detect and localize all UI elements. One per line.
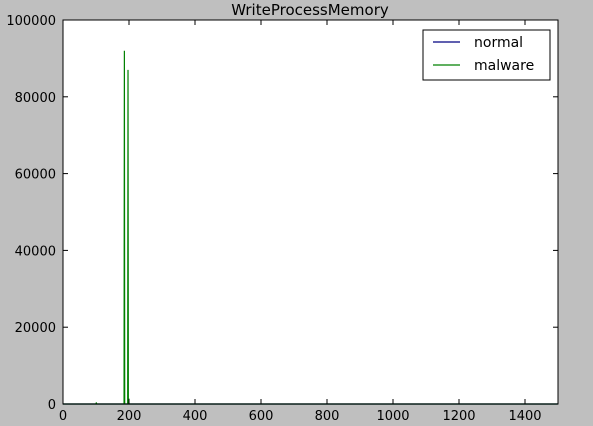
x-tick-label: 400 [183,409,208,424]
legend-label-malware: malware [474,58,534,74]
x-tick-label: 0 [59,409,67,424]
x-tick-label: 1400 [508,409,541,424]
plot-area [63,20,558,404]
y-tick-label: 40000 [15,244,56,259]
legend-box [422,29,551,81]
legend-label-normal: normal [474,35,523,51]
x-tick-label: 1000 [376,409,409,424]
x-tick-label: 1200 [442,409,475,424]
plot-frame [62,19,559,405]
chart-title: WriteProcessMemory [231,1,389,19]
y-tick-label: 20000 [15,321,56,336]
y-tick-label: 0 [48,398,56,413]
x-tick-label: 200 [117,409,142,424]
y-tick-label: 60000 [15,168,56,183]
x-tick-label: 600 [249,409,274,424]
ticks-layer: 0 200 400 600 800 1000 1200 1400 0 20000 40000 6000… [6,14,558,424]
y-tick-label: 80000 [15,91,56,106]
y-tick-label: 100000 [6,14,56,29]
legend: normal malware [422,29,551,81]
x-tick-label: 800 [315,409,340,424]
